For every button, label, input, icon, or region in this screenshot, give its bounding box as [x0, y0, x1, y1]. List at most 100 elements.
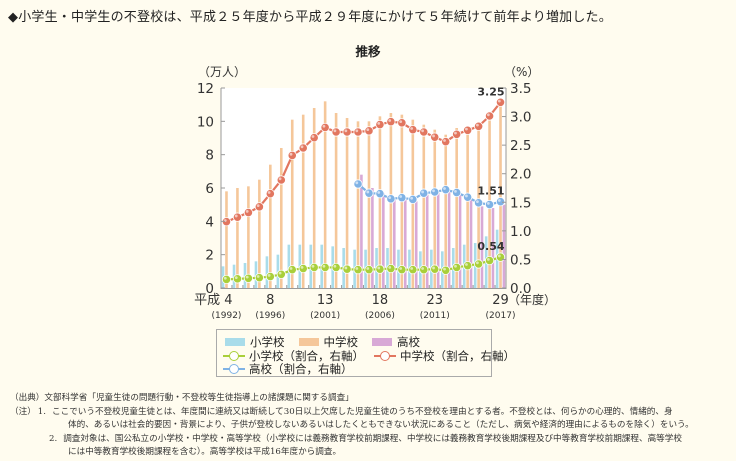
bar-elementary	[265, 256, 269, 288]
data-label: 1.51	[477, 185, 504, 198]
point-junior-rate	[375, 119, 385, 130]
point-highlight	[399, 195, 403, 198]
point-elementary-rate	[397, 265, 407, 275]
point-highlight	[388, 265, 392, 269]
point-highlight	[432, 266, 435, 270]
left-tick-label: 6	[205, 181, 214, 197]
point-highlight	[432, 134, 435, 138]
point-high-rate	[484, 199, 495, 210]
point-high-rate	[473, 198, 484, 208]
point-high-rate	[386, 194, 396, 204]
note1-text-line1: ここでいう不登校児童生徒とは、年度間に連続又は断続して30日以上欠席した児童生徒…	[52, 406, 673, 417]
legend-row-lines-2: 高校（割合，右軸）	[223, 361, 353, 377]
axes: 0 2 4 6 8 10 12 0.0 0.5 1.0 1.5 2.0 2.5 3.0 3.5 平成 4 (19…	[194, 81, 531, 321]
point-highlight	[486, 201, 490, 205]
point-junior-rate	[298, 143, 308, 153]
bar-junior	[247, 186, 250, 288]
point-junior-rate	[342, 127, 352, 137]
note2-line1: 2. 調査対象は、国公私立の小学校・中学校・高等学校（小学校には義務教育学校前期課…	[10, 433, 694, 447]
bar-elementary	[287, 244, 291, 288]
point-elementary-rate	[473, 259, 484, 269]
point-elementary-rate	[441, 265, 451, 275]
point-elementary-rate	[221, 274, 232, 285]
bar-high	[447, 191, 451, 288]
point-elementary-rate	[254, 273, 264, 283]
point-highlight	[278, 271, 282, 275]
point-elementary-rate	[463, 261, 473, 271]
point-junior-rate	[353, 127, 363, 137]
point-junior-rate	[309, 133, 319, 143]
point-high-rate	[463, 192, 473, 202]
point-junior-rate	[276, 175, 286, 185]
point-highlight	[388, 196, 392, 200]
note2-line2: には中等教育学校後期課程を含む）。高等学校は平成16年度から調査。	[10, 446, 694, 460]
point-highlight	[333, 264, 337, 268]
left-tick-label: 0	[205, 281, 214, 297]
bar-junior	[433, 129, 437, 288]
point-highlight	[300, 265, 304, 269]
headline: ◆小学生・中学生の不登校は、平成２５年度から平成２９年度にかけて５年続けて前年よ…	[8, 10, 612, 25]
point-highlight	[454, 264, 457, 268]
note1-line1: （注） 1. ここでいう不登校児童生徒とは、年度間に連続又は断続して30日以上欠席し…	[10, 406, 694, 420]
data-label: 0.54	[477, 240, 504, 253]
bar-high	[502, 204, 506, 288]
right-tick-label: 3.5	[510, 81, 531, 97]
point-elementary-rate	[495, 252, 506, 262]
right-tick-label: 3.0	[510, 110, 531, 126]
source-text: （出典）文部科学省「児童生徒の問題行動・不登校等生徒指導上の諸課題に関する調査」	[10, 393, 354, 403]
point-junior-rate	[408, 125, 418, 135]
point-highlight	[366, 267, 370, 270]
bar-junior	[236, 188, 239, 288]
x-tick-label: 13	[317, 293, 334, 308]
note1-number: 1.	[37, 406, 46, 417]
point-junior-rate	[331, 127, 341, 137]
point-elementary-rate	[309, 262, 319, 273]
point-high-rate	[441, 185, 451, 195]
point-highlight	[322, 124, 326, 128]
point-elementary-rate	[430, 264, 440, 274]
x-unit-label: （年度）	[508, 292, 556, 307]
bar-high	[414, 201, 418, 288]
point-highlight	[289, 152, 293, 156]
bar-junior	[378, 116, 382, 288]
point-elementary-rate	[298, 263, 308, 274]
point-highlight	[410, 267, 414, 270]
bar-junior	[367, 121, 371, 288]
legend-label-junior-rate: 中学校（割合，右軸）	[400, 349, 515, 363]
note1-text-line2: 体的、あるいは社会的要因・背景により、子供が登校しないあるいはしたくともできない…	[68, 420, 694, 430]
right-tick-label: 2.0	[510, 167, 531, 183]
point-high-rate	[452, 187, 462, 198]
x-tick-sublabel: (2001)	[310, 311, 340, 321]
point-junior-rate	[463, 125, 473, 135]
point-highlight	[355, 181, 359, 185]
legend-row-bars: 小学校 中学校 高校	[225, 334, 420, 350]
point-elementary-rate	[265, 271, 275, 282]
legend-label-elementary: 小学校	[250, 335, 285, 349]
point-junior-rate	[232, 212, 243, 222]
legend-label-high-rate: 高校（割合，右軸）	[249, 362, 353, 376]
point-high-rate	[495, 197, 506, 207]
note2-text-line2: には中等教育学校後期課程を含む）。高等学校は平成16年度から調査。	[68, 447, 342, 457]
right-axis-label: （%）	[504, 65, 539, 79]
legend-marker-elementary-rate	[223, 351, 245, 361]
bar-junior	[334, 113, 338, 288]
point-highlight	[465, 194, 468, 198]
x-tick-sublabel: (1996)	[255, 311, 285, 321]
legend-label-elementary-rate: 小学校（割合，右軸）	[249, 349, 364, 363]
legend-swatch-high	[372, 338, 392, 346]
point-highlight	[497, 254, 501, 258]
point-highlight	[476, 200, 479, 204]
point-highlight	[443, 139, 446, 142]
point-highlight	[465, 127, 468, 131]
legend-row-lines: 小学校（割合，右軸） 中学校（割合，右軸）	[223, 348, 515, 364]
right-tick-label: 1.0	[510, 224, 531, 240]
point-highlight	[377, 191, 381, 194]
data-label: 3.25	[477, 85, 504, 98]
point-highlight	[443, 267, 446, 271]
left-tick-label: 8	[205, 148, 214, 164]
point-high-rate	[408, 194, 418, 205]
bar-high	[360, 174, 363, 288]
point-highlight	[223, 276, 227, 280]
point-highlight	[366, 128, 370, 132]
point-elementary-rate	[342, 264, 352, 274]
